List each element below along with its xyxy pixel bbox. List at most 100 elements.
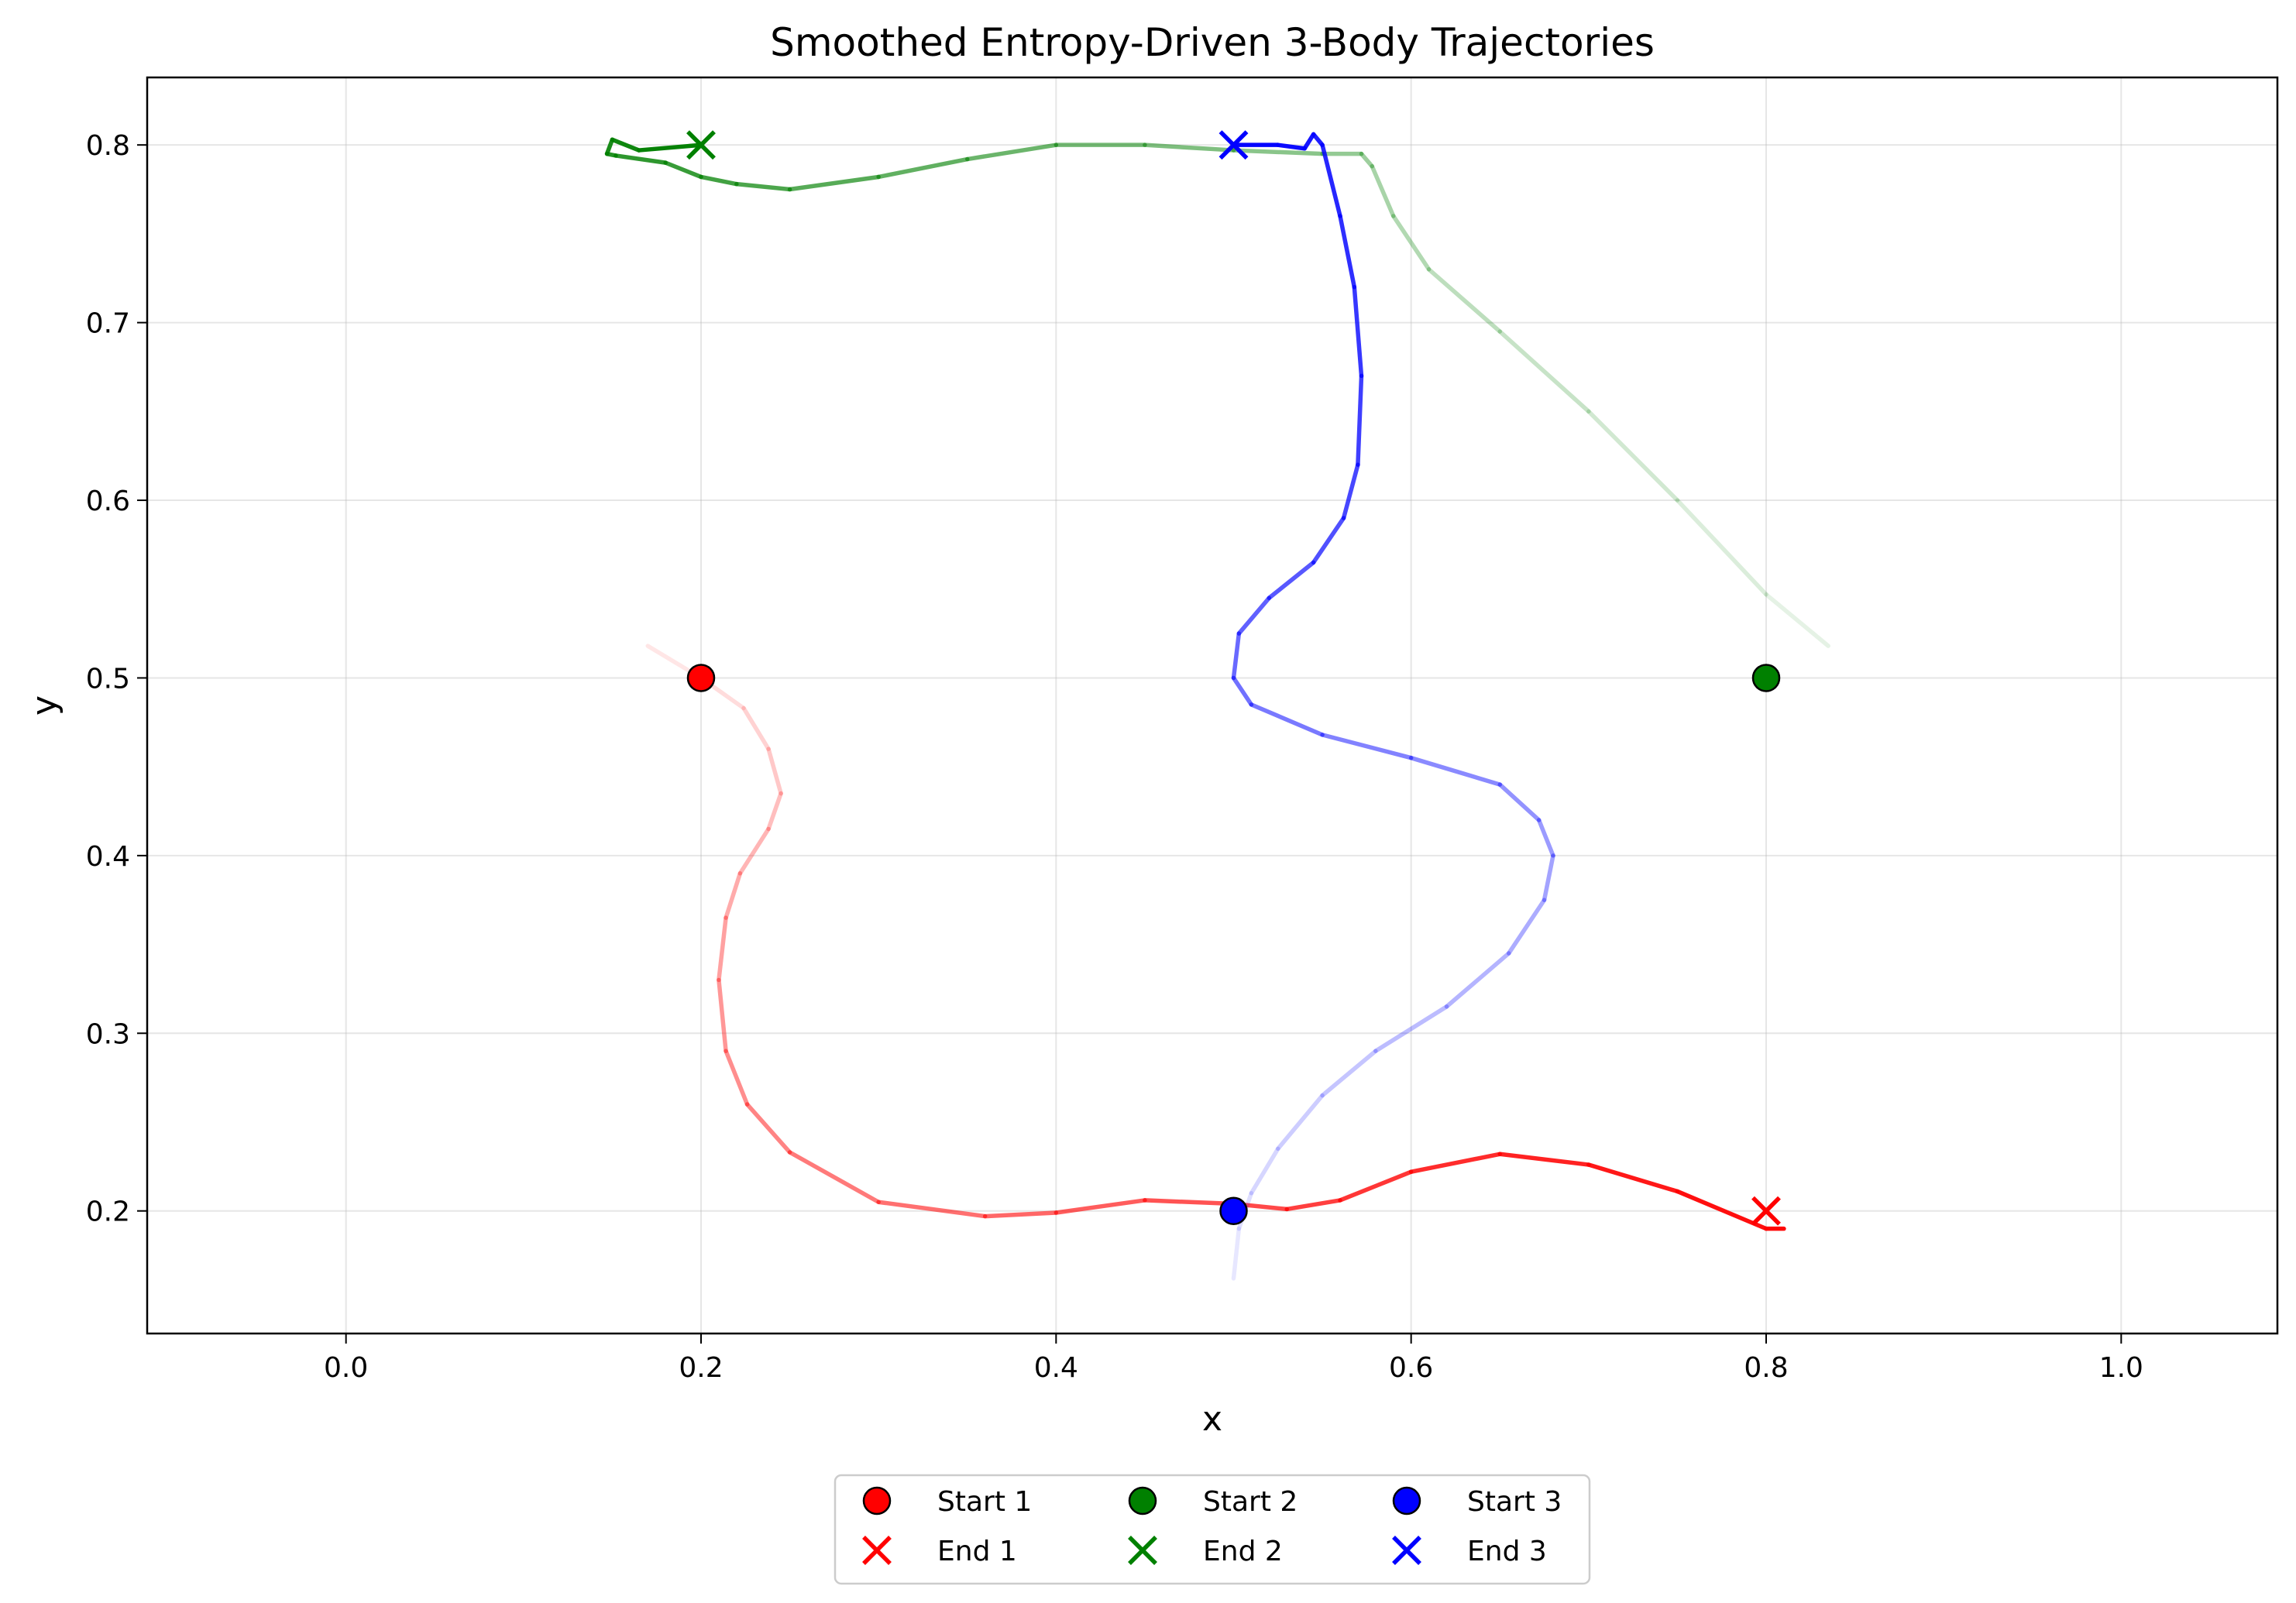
trajectory-1-segment bbox=[1586, 1162, 1680, 1194]
plot-frame bbox=[146, 76, 2279, 1335]
y-tick-label: 0.4 bbox=[86, 841, 130, 873]
trajectory-1-segment bbox=[1143, 1198, 1236, 1207]
x-tick-label: 0.4 bbox=[1034, 1352, 1078, 1384]
y-axis-label: y bbox=[25, 695, 64, 716]
trajectory-2-segment bbox=[787, 174, 881, 192]
legend-start-1-label: Start 1 bbox=[937, 1486, 1032, 1518]
start-1-marker bbox=[686, 664, 716, 692]
trajectory-3-segment bbox=[1311, 132, 1325, 147]
legend-end-3-label: End 3 bbox=[1467, 1536, 1547, 1567]
trajectory-3-segment bbox=[1231, 675, 1254, 707]
trajectory-1-segment bbox=[737, 826, 771, 876]
legend-start-3-marker bbox=[1392, 1486, 1421, 1515]
trajectory-1-segment bbox=[766, 747, 783, 796]
grid-lines bbox=[147, 77, 2277, 1334]
trajectory-1-segment bbox=[876, 1200, 988, 1219]
trajectory-3-segment bbox=[1542, 853, 1555, 902]
trajectory-2-segment bbox=[1426, 267, 1502, 334]
trajectory-3-segment bbox=[1231, 631, 1242, 681]
trajectory-3-segment bbox=[1276, 1093, 1325, 1152]
x-tick-label: 0.0 bbox=[324, 1352, 368, 1384]
trajectory-3-segment bbox=[1302, 132, 1316, 151]
legend-start-2-label: Start 2 bbox=[1203, 1486, 1298, 1518]
trajectory-2-segment bbox=[876, 156, 970, 180]
trajectory-1-segment bbox=[1338, 1169, 1414, 1203]
start-2-marker bbox=[1751, 664, 1781, 692]
trajectory-2-segment bbox=[1391, 214, 1432, 272]
legend-start-1-marker bbox=[862, 1486, 892, 1515]
x-tick-label: 0.8 bbox=[1744, 1352, 1788, 1384]
trajectory-1-segment bbox=[744, 1102, 792, 1155]
trajectory-1-segment bbox=[787, 1150, 881, 1204]
y-tick-label: 0.6 bbox=[86, 486, 130, 517]
trajectory-1-segment bbox=[766, 791, 783, 832]
x-tick-label: 0.2 bbox=[679, 1352, 723, 1384]
trajectory-3-segment bbox=[1236, 596, 1272, 636]
y-tick-label: 0.7 bbox=[86, 308, 130, 340]
trajectory-3-segment bbox=[1341, 462, 1360, 520]
trajectory-3-segment bbox=[1320, 142, 1342, 218]
trajectory-3-segment bbox=[1506, 898, 1547, 956]
trajectory-3-segment bbox=[1352, 284, 1364, 379]
x-axis-label: x bbox=[1202, 1399, 1222, 1439]
trajectory-3-segment bbox=[1231, 1226, 1242, 1281]
end-1-marker bbox=[1751, 1196, 1781, 1226]
x-tick-label: 1.0 bbox=[2099, 1352, 2143, 1384]
trajectory-2-segment bbox=[1586, 409, 1680, 503]
y-tick-label: 0.5 bbox=[86, 663, 130, 695]
trajectory-3-segment bbox=[1276, 142, 1307, 151]
trajectory-2-segment bbox=[1764, 592, 1830, 648]
trajectory-1-segment bbox=[1497, 1152, 1591, 1167]
axis-ticks: 0.0 0.2 0.4 0.6 0.8 1.0 0.2 0.3 0.4 0.5 0.6 0.7 0.8 bbox=[86, 130, 2143, 1384]
trajectory-3-segment bbox=[1249, 702, 1325, 737]
start-3-marker bbox=[1219, 1196, 1248, 1225]
trajectory-3-segment bbox=[1338, 214, 1357, 290]
trajectories bbox=[604, 132, 1830, 1281]
trajectory-1-segment bbox=[717, 977, 728, 1053]
y-tick-label: 0.8 bbox=[86, 130, 130, 162]
trajectory-3-segment bbox=[1408, 755, 1502, 787]
trajectory-1-segment bbox=[1284, 1198, 1342, 1212]
trajectory-3-segment bbox=[1497, 782, 1542, 822]
trajectory-1-segment bbox=[1675, 1189, 1768, 1231]
trajectory-3-segment bbox=[1444, 951, 1511, 1009]
legend-end-2-marker bbox=[1128, 1536, 1157, 1565]
legend-end-1-marker bbox=[862, 1536, 892, 1565]
trajectory-3-segment bbox=[1320, 1049, 1378, 1098]
chart-title: Smoothed Entropy-Driven 3-Body Trajector… bbox=[770, 20, 1655, 65]
trajectory-2-segment bbox=[663, 160, 703, 180]
trajectory-2-segment bbox=[604, 137, 615, 156]
end-3-marker bbox=[1218, 130, 1249, 160]
start-end-markers bbox=[686, 130, 1781, 1226]
trajectory-3-segment bbox=[1356, 373, 1364, 467]
trajectory-1-segment bbox=[1053, 1198, 1147, 1215]
legend: Start 1 End 1 Start 2 End 2 Start 3 End 3 bbox=[834, 1474, 1591, 1585]
trajectory-3-segment bbox=[1320, 733, 1414, 760]
legend-end-3-marker bbox=[1392, 1536, 1421, 1565]
legend-end-2-label: End 2 bbox=[1203, 1536, 1283, 1567]
trajectory-2-segment bbox=[699, 174, 739, 187]
trajectory-2-segment bbox=[1143, 142, 1236, 153]
trajectory-3-segment bbox=[1373, 1004, 1449, 1053]
legend-start-2-marker bbox=[1128, 1486, 1157, 1515]
trajectory-2-segment bbox=[1231, 148, 1325, 156]
trajectory-3-segment bbox=[1249, 1146, 1280, 1196]
trajectory-2-segment bbox=[1675, 498, 1768, 597]
trajectory-2-segment bbox=[614, 153, 668, 165]
trajectory-1-segment bbox=[724, 871, 743, 920]
trajectory-2-segment bbox=[610, 137, 641, 153]
end-2-marker bbox=[686, 130, 716, 160]
legend-start-3-label: Start 3 bbox=[1467, 1486, 1562, 1518]
trajectory-3-segment bbox=[1311, 516, 1346, 565]
trajectory-2-segment bbox=[1359, 151, 1374, 169]
trajectory-3-segment bbox=[1536, 818, 1555, 858]
trajectory-1-segment bbox=[724, 1049, 750, 1107]
x-tick-label: 0.6 bbox=[1389, 1352, 1433, 1384]
y-tick-label: 0.2 bbox=[86, 1196, 130, 1228]
y-tick-label: 0.3 bbox=[86, 1018, 130, 1050]
trajectory-1-segment bbox=[741, 705, 771, 751]
trajectory-2-segment bbox=[965, 142, 1059, 162]
trajectory-2-segment bbox=[1370, 163, 1396, 218]
trajectory-2-segment bbox=[1497, 329, 1591, 414]
